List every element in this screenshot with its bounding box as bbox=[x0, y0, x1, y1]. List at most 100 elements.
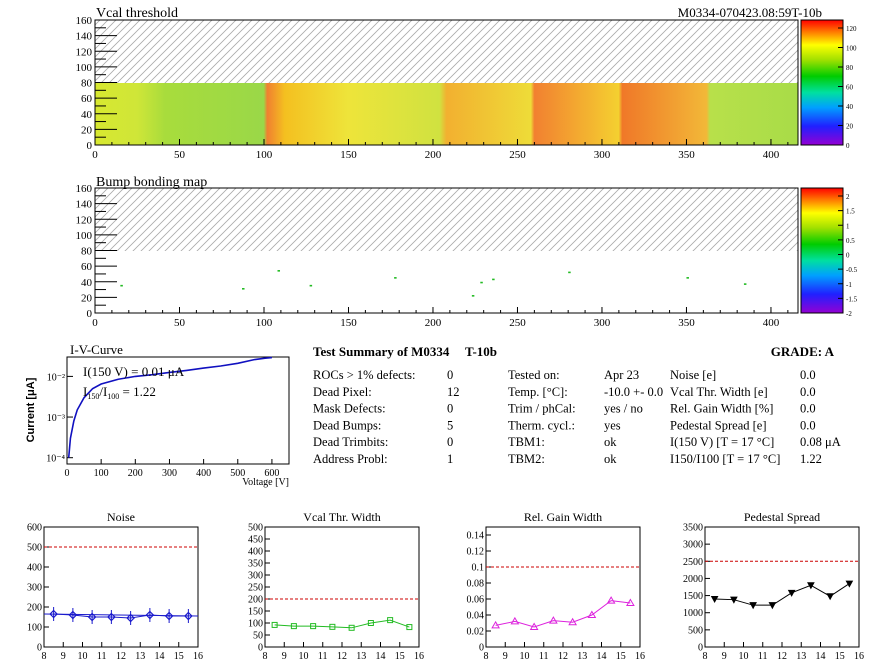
x-tick-label: 100 bbox=[256, 149, 273, 161]
y-tick-label: 100 bbox=[27, 623, 42, 634]
iv-x-tick-label: 200 bbox=[128, 468, 143, 479]
map-title: Bump bonding map bbox=[96, 175, 207, 190]
summary-value: 5 bbox=[447, 418, 453, 432]
series-line bbox=[274, 619, 410, 629]
y-tick-label: 500 bbox=[27, 543, 42, 554]
dead-bump-point bbox=[309, 284, 313, 287]
colorbar-tick-label: 1 bbox=[846, 222, 850, 230]
summary-label: TBM1: bbox=[508, 435, 545, 449]
data-point bbox=[787, 589, 796, 597]
y-tick-label: 350 bbox=[248, 559, 263, 570]
y-tick-label: 160 bbox=[76, 183, 93, 195]
data-point bbox=[387, 617, 394, 624]
iv-ylabel: Current [μA] bbox=[25, 377, 37, 442]
x-tick-label: 11 bbox=[318, 651, 328, 662]
data-point bbox=[310, 623, 317, 630]
small-chart-title: Noise bbox=[107, 510, 135, 524]
colorbar-tick-label: 0 bbox=[846, 142, 850, 150]
x-tick-label: 8 bbox=[42, 651, 47, 662]
dead-bump-point bbox=[480, 281, 483, 284]
grade: GRADE: A bbox=[771, 344, 835, 359]
x-tick-label: 13 bbox=[577, 651, 587, 662]
x-tick-label: 16 bbox=[854, 651, 864, 662]
x-tick-label: 10 bbox=[78, 651, 88, 662]
y-tick-label: 120 bbox=[76, 214, 93, 226]
y-tick-label: 40 bbox=[81, 109, 93, 121]
summary-label: Tested on: bbox=[508, 368, 560, 382]
y-tick-label: 140 bbox=[76, 31, 93, 43]
colorbar-tick-label: 1.5 bbox=[846, 208, 855, 216]
x-tick-label: 400 bbox=[763, 317, 780, 329]
iv-y-tick-label: 10⁻² bbox=[47, 372, 65, 383]
noise-chart: Noise 8 9 10 11 12 13 14 15 16 0 100 200 300 400 500 600 bbox=[27, 510, 203, 662]
x-tick-label: 8 bbox=[703, 651, 708, 662]
y-tick-label: 400 bbox=[248, 547, 263, 558]
x-tick-label: 200 bbox=[425, 149, 442, 161]
series-line bbox=[495, 600, 631, 628]
data-point bbox=[271, 621, 278, 628]
iv-y-tick-label: 10⁻³ bbox=[47, 413, 65, 424]
x-tick-label: 8 bbox=[484, 651, 489, 662]
data-point bbox=[406, 624, 413, 631]
x-tick-label: 11 bbox=[758, 651, 768, 662]
x-tick-label: 0 bbox=[92, 149, 98, 161]
y-tick-label: 160 bbox=[76, 15, 93, 27]
summary-value: 0.0 bbox=[800, 418, 816, 432]
x-tick-label: 15 bbox=[616, 651, 626, 662]
y-tick-label: 500 bbox=[248, 523, 263, 534]
test-summary: Test Summary of M0334 T-10b GRADE: A ROC… bbox=[313, 344, 841, 466]
x-tick-label: 12 bbox=[337, 651, 347, 662]
data-point bbox=[807, 582, 815, 590]
dead-bump-point bbox=[743, 283, 747, 285]
data-point bbox=[768, 602, 777, 610]
iv-note-ratio: I150/I100 = 1.22 bbox=[83, 384, 156, 401]
dead-bump-point bbox=[568, 271, 571, 274]
y-tick-label: 0 bbox=[258, 643, 263, 654]
y-tick-label: 60 bbox=[81, 261, 93, 273]
x-tick-label: 9 bbox=[282, 651, 287, 662]
small-chart-title: Rel. Gain Width bbox=[524, 510, 602, 524]
x-tick-label: 9 bbox=[722, 651, 727, 662]
y-tick-label: 80 bbox=[81, 246, 93, 258]
y-tick-label: 80 bbox=[81, 78, 93, 90]
y-tick-label: 600 bbox=[27, 523, 42, 534]
iv-x-tick-label: 300 bbox=[162, 468, 177, 479]
colorbar-tick-label: -1.5 bbox=[846, 295, 858, 303]
y-tick-label: 0 bbox=[87, 308, 93, 320]
y-tick-label: 0.04 bbox=[467, 611, 485, 622]
summary-value: 0.0 bbox=[800, 385, 816, 399]
summary-label: TBM2: bbox=[508, 452, 545, 466]
summary-label: Dead Trimbits: bbox=[313, 435, 388, 449]
map-hatched-region bbox=[95, 188, 798, 251]
summary-label: I150/I100 [T = 17 °C] bbox=[670, 452, 780, 466]
vcal-thr-width-chart: Vcal Thr. Width 8 9 10 11 12 13 14 15 16 050100150… bbox=[248, 510, 424, 662]
small-chart-frame bbox=[704, 526, 860, 648]
x-tick-label: 10 bbox=[520, 651, 530, 662]
y-tick-label: 2000 bbox=[683, 574, 703, 585]
y-tick-label: 100 bbox=[76, 62, 93, 74]
x-tick-label: 250 bbox=[509, 317, 526, 329]
x-tick-label: 15 bbox=[395, 651, 405, 662]
y-tick-label: 300 bbox=[248, 571, 263, 582]
small-chart-frame bbox=[485, 526, 641, 648]
y-tick-label: 0.14 bbox=[467, 531, 485, 542]
iv-title: I-V-Curve bbox=[70, 342, 123, 357]
data-point bbox=[845, 580, 854, 588]
y-tick-label: 0 bbox=[479, 643, 484, 654]
data-point bbox=[549, 616, 558, 624]
summary-rows: ROCs > 1% defects: 0 Dead Pixel: 12 Mask Def… bbox=[313, 368, 841, 466]
vcal-threshold-map: Vcal threshold M0334-070423.08:59T-10b 0… bbox=[76, 5, 858, 161]
rel-gain-width-chart: Rel. Gain Width 8 9 10 11 12 13 14 15 16 0 0.02 0.04… bbox=[467, 510, 646, 662]
colorbar-tick-label: 40 bbox=[846, 103, 854, 111]
y-tick-label: 0.06 bbox=[467, 595, 485, 606]
map-axes: 0 50 100 150 200 250 300 350 400 0 20 40 60 80 100 120 1… bbox=[76, 183, 789, 329]
colorbar-tick-label: 60 bbox=[846, 84, 854, 92]
x-tick-label: 10 bbox=[739, 651, 749, 662]
data-point bbox=[329, 623, 336, 630]
iv-curve-panel: I-V-Curve 0 100 200 300 400 500 600 10⁻⁴ 10⁻³ 10⁻… bbox=[25, 342, 290, 488]
x-tick-label: 15 bbox=[835, 651, 845, 662]
y-tick-label: 0 bbox=[87, 140, 93, 152]
data-point bbox=[826, 593, 834, 601]
data-point bbox=[626, 598, 635, 606]
